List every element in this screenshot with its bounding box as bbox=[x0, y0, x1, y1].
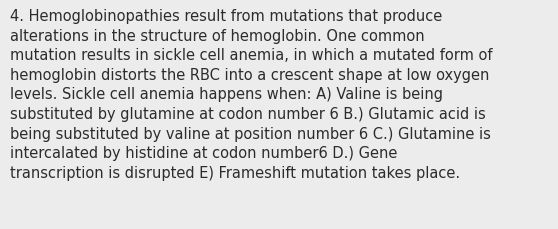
Text: 4. Hemoglobinopathies result from mutations that produce
alterations in the stru: 4. Hemoglobinopathies result from mutati… bbox=[10, 9, 493, 180]
